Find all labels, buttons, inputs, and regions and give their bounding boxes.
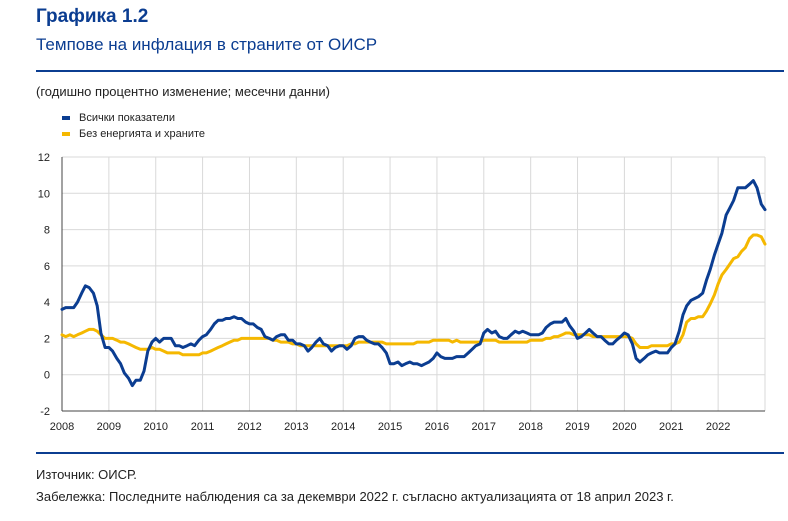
y-tick-label: 12 [38, 152, 50, 164]
y-tick-label: 6 [44, 261, 50, 273]
top-divider [36, 70, 784, 72]
x-tick-label: 2013 [284, 421, 308, 433]
y-tick-label: 10 [38, 188, 50, 200]
x-tick-label: 2016 [425, 421, 449, 433]
chart-subtitle: Темпове на инфлация в страните от ОИСР [36, 35, 378, 54]
chart-title: Графика 1.2 [36, 6, 149, 27]
bottom-divider [36, 452, 784, 454]
legend-swatch-core [62, 132, 70, 136]
x-tick-label: 2021 [659, 421, 683, 433]
y-tick-label: 0 [44, 370, 50, 382]
x-tick-label: 2019 [565, 421, 589, 433]
y-tick-label: 2 [44, 333, 50, 345]
x-tick-label: 2010 [143, 421, 167, 433]
y-tick-label: 4 [44, 297, 50, 309]
x-tick-label: 2018 [518, 421, 542, 433]
footnotes: Източник: ОИСР. Забележка: Последните на… [36, 464, 674, 508]
legend-label-all: Всички показатели [79, 112, 175, 124]
y-tick-label: 8 [44, 225, 50, 237]
x-tick-label: 2014 [331, 421, 355, 433]
x-tick-label: 2017 [472, 421, 496, 433]
x-tick-label: 2009 [97, 421, 121, 433]
y-tick-label: -2 [40, 406, 50, 418]
legend-swatch-all [62, 116, 70, 120]
x-tick-label: 2008 [50, 421, 74, 433]
unit-note: (годишно процентно изменение; месечни да… [36, 84, 330, 99]
series-line-core [60, 233, 767, 357]
x-tick-label: 2012 [237, 421, 261, 433]
x-tick-label: 2015 [378, 421, 402, 433]
series-line-all-items [60, 179, 767, 388]
x-tick-label: 2022 [706, 421, 730, 433]
remark-note: Забележка: Последните наблюдения са за д… [36, 489, 674, 504]
legend-label-core: Без енергията и храните [79, 128, 206, 140]
source-note: Източник: ОИСР. [36, 467, 137, 482]
x-tick-label: 2020 [612, 421, 636, 433]
legend: Всички показатели Без енергията и хранит… [62, 110, 205, 142]
x-tick-label: 2011 [191, 421, 215, 433]
legend-item-all: Всички показатели [62, 110, 205, 126]
legend-item-core: Без енергията и храните [62, 126, 205, 142]
